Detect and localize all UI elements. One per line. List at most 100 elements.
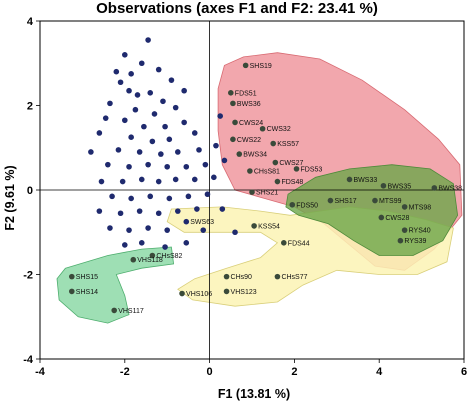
observation-point-labeled <box>372 197 378 204</box>
observation-point <box>122 117 128 124</box>
points-layer <box>69 37 438 314</box>
observation-point-labeled <box>223 288 230 295</box>
point-label: CHsS77 <box>281 274 307 281</box>
observation-point <box>217 113 223 119</box>
observation-point <box>138 60 145 67</box>
observation-point <box>155 66 162 73</box>
point-label: FDS53 <box>301 166 323 173</box>
point-label: FDS48 <box>281 179 303 186</box>
observation-point-labeled <box>230 100 236 107</box>
point-label: SHS21 <box>256 190 278 197</box>
point-label: FDS51 <box>235 90 257 97</box>
x-tick-label: 6 <box>461 366 467 378</box>
x-ticks-layer: -4 -2 0 2 4 6 <box>35 359 467 378</box>
chart-title: Observations (axes F1 and F2: 23.41 %) <box>96 0 378 17</box>
observation-point <box>185 193 192 200</box>
observation-point-labeled <box>236 151 243 157</box>
x-axis-label: F1 (13.81 %) <box>218 387 290 401</box>
observation-point <box>175 208 181 214</box>
observation-point <box>136 208 143 214</box>
point-label: BWS38 <box>438 185 462 192</box>
observation-point-labeled <box>242 62 249 69</box>
point-label: CWS22 <box>237 137 261 144</box>
y-tick-label: -4 <box>23 354 34 366</box>
point-label: MTS98 <box>409 204 432 211</box>
observation-point <box>166 136 173 143</box>
observation-point-labeled <box>232 119 238 126</box>
observation-point-labeled <box>281 240 287 246</box>
observation-point <box>168 77 175 83</box>
observation-point <box>147 90 154 96</box>
observation-point <box>136 149 143 155</box>
observation-point <box>191 176 198 183</box>
observation-point-labeled <box>346 176 353 183</box>
observation-point <box>128 71 134 77</box>
point-label: CHs90 <box>231 274 253 281</box>
observation-point <box>96 130 103 136</box>
observation-point <box>126 87 132 94</box>
y-tick-label: 4 <box>27 16 34 28</box>
x-tick-label: 4 <box>376 366 383 378</box>
observation-point-labeled <box>401 227 408 233</box>
point-labels-layer: SHS19 FDS51 BWS36 CWS24 CWS32 CWS22 KSS57 BWS34… <box>76 63 462 315</box>
y-tick-label: -2 <box>23 270 33 282</box>
observation-point <box>219 206 226 212</box>
observation-point <box>204 191 211 198</box>
point-label: RYS40 <box>409 228 431 235</box>
point-label: BWS35 <box>387 183 411 190</box>
point-label: CHsS82 <box>156 253 182 260</box>
observation-point <box>117 79 124 86</box>
observation-point <box>122 52 128 58</box>
point-label: FDS44 <box>288 240 310 247</box>
observation-point <box>202 161 209 168</box>
observation-point <box>126 227 132 233</box>
observation-point-labeled <box>380 182 387 189</box>
x-tick-label: 0 <box>207 366 213 378</box>
point-label: SHS17 <box>334 198 356 205</box>
observation-point-labeled <box>149 252 156 259</box>
observation-point <box>200 227 207 233</box>
observation-point <box>213 142 219 149</box>
observation-point-labeled <box>274 178 281 185</box>
point-label: SHS14 <box>76 289 98 296</box>
observation-point <box>147 193 154 200</box>
y-tick-label: 0 <box>27 185 33 197</box>
observation-point-labeled <box>230 136 236 143</box>
point-label: SWS63 <box>190 219 214 226</box>
point-label: BWS36 <box>237 101 261 108</box>
green-cluster-region-left <box>56 246 175 324</box>
observation-point <box>151 111 158 117</box>
observation-point <box>149 138 156 145</box>
point-label: BWS34 <box>243 152 267 159</box>
observation-point <box>221 157 228 164</box>
observation-point <box>113 68 120 75</box>
x-tick-label: -2 <box>120 366 130 378</box>
observation-point-labeled <box>251 223 257 229</box>
point-label: KSS57 <box>277 141 299 148</box>
observation-point <box>183 240 190 246</box>
point-label: SHS15 <box>76 274 98 281</box>
observation-point <box>109 193 115 200</box>
observation-point-labeled <box>378 214 385 221</box>
x-tick-label: -4 <box>35 366 46 378</box>
observation-point-labeled <box>259 125 266 132</box>
observation-point <box>128 195 134 202</box>
observation-point <box>160 98 166 105</box>
observation-point <box>145 37 151 43</box>
point-label: VHS123 <box>231 289 257 296</box>
observation-point <box>115 147 122 153</box>
observation-point-labeled <box>69 273 75 280</box>
observation-point <box>164 227 170 233</box>
observation-point <box>141 123 147 130</box>
observation-point <box>105 161 111 168</box>
observation-point-labeled <box>69 288 75 295</box>
regions-layer <box>56 52 463 324</box>
observation-point <box>128 134 134 140</box>
observation-point-labeled <box>272 159 279 166</box>
point-label: BWS33 <box>354 177 378 184</box>
point-label: CWS28 <box>385 215 409 222</box>
observation-point-labeled <box>247 168 253 174</box>
observation-point <box>98 178 105 185</box>
observation-point <box>191 130 198 136</box>
point-label: CWS32 <box>267 126 291 133</box>
